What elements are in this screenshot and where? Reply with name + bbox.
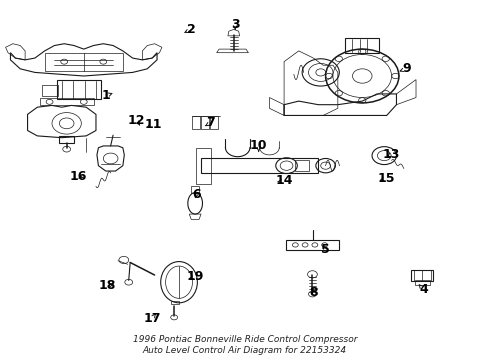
Text: 17: 17: [144, 311, 161, 325]
Bar: [191, 186, 199, 193]
Bar: [42, 85, 58, 96]
Text: 1: 1: [101, 89, 110, 102]
Bar: [57, 80, 101, 99]
Text: 10: 10: [250, 139, 268, 152]
Bar: [192, 116, 200, 129]
Text: 4: 4: [419, 283, 428, 296]
Text: 7: 7: [206, 116, 215, 129]
Text: 6: 6: [192, 188, 200, 201]
Bar: [286, 240, 339, 250]
Bar: [210, 116, 218, 129]
Bar: [171, 301, 178, 304]
Text: 2: 2: [187, 23, 196, 36]
Text: 9: 9: [402, 62, 411, 75]
Text: 5: 5: [321, 243, 330, 256]
Text: 19: 19: [187, 270, 204, 283]
Text: 13: 13: [383, 148, 400, 161]
Bar: [201, 116, 209, 129]
Text: 8: 8: [309, 287, 318, 300]
Text: 11: 11: [145, 118, 162, 131]
Bar: [40, 98, 94, 105]
Text: 3: 3: [231, 18, 240, 31]
Text: 14: 14: [275, 174, 293, 187]
Text: 16: 16: [69, 170, 87, 183]
Text: 15: 15: [378, 172, 395, 185]
Bar: [415, 280, 430, 285]
Bar: [59, 136, 74, 143]
Bar: [295, 160, 310, 171]
Text: 12: 12: [128, 114, 145, 127]
Text: 1996 Pontiac Bonneville Ride Control Compressor
Auto Level Control Air Diagram f: 1996 Pontiac Bonneville Ride Control Com…: [133, 335, 357, 355]
Bar: [345, 39, 379, 53]
Text: 18: 18: [98, 279, 116, 292]
Bar: [411, 270, 433, 281]
